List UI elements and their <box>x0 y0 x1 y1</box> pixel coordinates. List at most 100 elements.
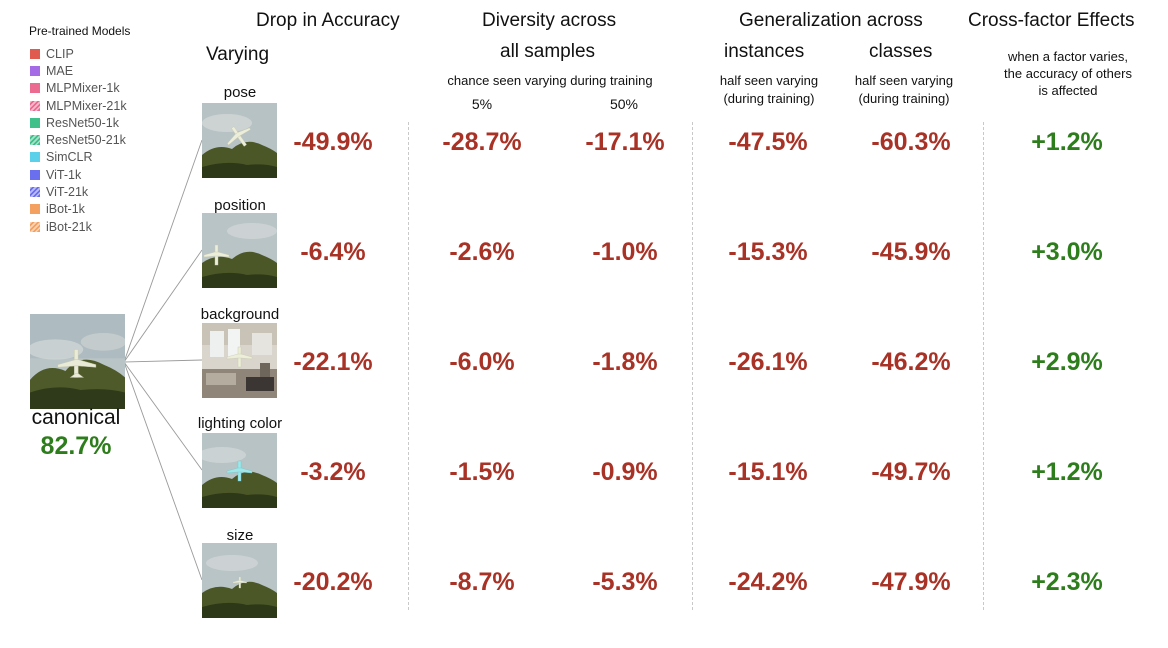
factor-label-lighting-color: lighting color <box>197 415 283 432</box>
thumbnail-lighting-color <box>202 433 277 508</box>
instances-value-position: -15.3% <box>728 238 808 266</box>
legend-label: iBot-21k <box>46 219 92 234</box>
instances-value-background: -26.1% <box>728 348 808 376</box>
legend-swatch <box>30 117 40 128</box>
legend-label: ViT-1k <box>46 167 82 182</box>
diversity-50-value-size: -5.3% <box>592 568 658 596</box>
factor-label-position: position <box>214 197 266 214</box>
legend-swatch <box>30 152 40 163</box>
diversity-50-value-lighting-color: -0.9% <box>592 458 658 486</box>
diversity-5-value-background: -6.0% <box>449 348 515 376</box>
diversity-50-value-background: -1.8% <box>592 348 658 376</box>
instances-value-lighting-color: -15.1% <box>728 458 808 486</box>
legend-item-vit-21k: ViT-21k <box>30 183 127 200</box>
header-classes: classes <box>869 41 933 62</box>
legend-item-ibot-21k: iBot-21k <box>30 218 127 235</box>
legend-item-clip: CLIP <box>30 45 127 62</box>
header-50-percent: 50% <box>609 96 639 112</box>
legend: CLIP MAE MLPMixer-1k MLPMixer-21k ResNet… <box>30 45 127 235</box>
canonical-image <box>30 314 125 409</box>
factor-label-background: background <box>200 306 280 323</box>
header-drop-in-accuracy: Drop in Accuracy <box>256 10 400 31</box>
cross-value-pose: +1.2% <box>1031 128 1103 156</box>
connector-line <box>123 361 203 581</box>
classes-note: half seen varying (during training) <box>843 72 965 108</box>
cross-note-line2: the accuracy of others <box>1004 66 1132 81</box>
header-diversity: Diversity across <box>482 10 617 31</box>
classes-value-lighting-color: -49.7% <box>871 458 951 486</box>
header-varying: Varying <box>206 44 270 65</box>
legend-swatch <box>30 100 40 111</box>
connector-line <box>123 359 203 363</box>
classes-value-background: -46.2% <box>871 348 951 376</box>
cross-note-line1: when a factor varies, <box>1008 49 1128 64</box>
legend-swatch <box>30 48 40 59</box>
legend-label: MAE <box>46 63 74 78</box>
cross-value-background: +2.9% <box>1031 348 1103 376</box>
divider <box>692 122 693 610</box>
cross-note-line3: is affected <box>1038 83 1098 98</box>
canonical-accuracy: 82.7% <box>40 432 112 460</box>
diversity-50-value-position: -1.0% <box>592 238 658 266</box>
instances-note-line1: half seen varying <box>719 73 819 88</box>
legend-label: ViT-21k <box>46 185 89 200</box>
legend-swatch <box>30 83 40 94</box>
header-cross-factor: Cross-factor Effects <box>968 10 1135 31</box>
classes-value-size: -47.9% <box>871 568 951 596</box>
legend-swatch <box>30 221 40 232</box>
thumbnail-background <box>202 323 277 398</box>
classes-value-position: -45.9% <box>871 238 951 266</box>
thumbnail-pose <box>202 103 277 178</box>
classes-value-pose: -60.3% <box>871 128 951 156</box>
connector-line <box>123 361 203 471</box>
legend-label: CLIP <box>46 46 74 61</box>
cross-value-lighting-color: +1.2% <box>1031 458 1103 486</box>
drop-value-position: -6.4% <box>300 238 366 266</box>
connector-line <box>123 139 203 363</box>
legend-swatch <box>30 204 40 215</box>
legend-swatch <box>30 65 40 76</box>
legend-swatch <box>30 169 40 180</box>
legend-item-mae: MAE <box>30 62 127 79</box>
legend-item-ibot-1k: iBot-1k <box>30 201 127 218</box>
legend-label: SimCLR <box>46 150 93 165</box>
drop-value-pose: -49.9% <box>293 128 373 156</box>
cross-value-size: +2.3% <box>1031 568 1103 596</box>
diversity-5-value-size: -8.7% <box>449 568 515 596</box>
header-5-percent: 5% <box>471 96 493 112</box>
diversity-50-value-pose: -17.1% <box>585 128 665 156</box>
thumbnail-position <box>202 213 277 288</box>
legend-label: MLPMixer-1k <box>46 81 120 96</box>
instances-value-size: -24.2% <box>728 568 808 596</box>
divider <box>408 122 409 610</box>
classes-note-line2: (during training) <box>858 91 950 106</box>
legend-label: ResNet50-21k <box>46 133 126 148</box>
diversity-5-value-position: -2.6% <box>449 238 515 266</box>
legend-item-resnet50-1k: ResNet50-1k <box>30 114 127 131</box>
canonical-label: canonical <box>31 406 121 429</box>
instances-value-pose: -47.5% <box>728 128 808 156</box>
cross-value-position: +3.0% <box>1031 238 1103 266</box>
instances-note: half seen varying (during training) <box>708 72 830 108</box>
header-generalization: Generalization across <box>739 10 923 31</box>
divider <box>983 122 984 610</box>
chance-note: chance seen varying during training <box>447 73 653 88</box>
diversity-5-value-lighting-color: -1.5% <box>449 458 515 486</box>
instances-note-line2: (during training) <box>723 91 815 106</box>
legend-label: iBot-1k <box>46 202 85 217</box>
diversity-5-value-pose: -28.7% <box>442 128 522 156</box>
factor-label-pose: pose <box>223 84 257 101</box>
connector-line <box>123 249 203 363</box>
legend-swatch <box>30 135 40 146</box>
factor-label-size: size <box>226 527 254 544</box>
header-all-samples: all samples <box>500 41 596 62</box>
legend-item-resnet50-21k: ResNet50-21k <box>30 131 127 148</box>
legend-item-mlpmixer-1k: MLPMixer-1k <box>30 80 127 97</box>
drop-value-background: -22.1% <box>293 348 373 376</box>
legend-label: MLPMixer-21k <box>46 98 127 113</box>
legend-label: ResNet50-1k <box>46 115 119 130</box>
drop-value-size: -20.2% <box>293 568 373 596</box>
classes-note-line1: half seen varying <box>854 73 954 88</box>
legend-item-mlpmixer-21k: MLPMixer-21k <box>30 97 127 114</box>
